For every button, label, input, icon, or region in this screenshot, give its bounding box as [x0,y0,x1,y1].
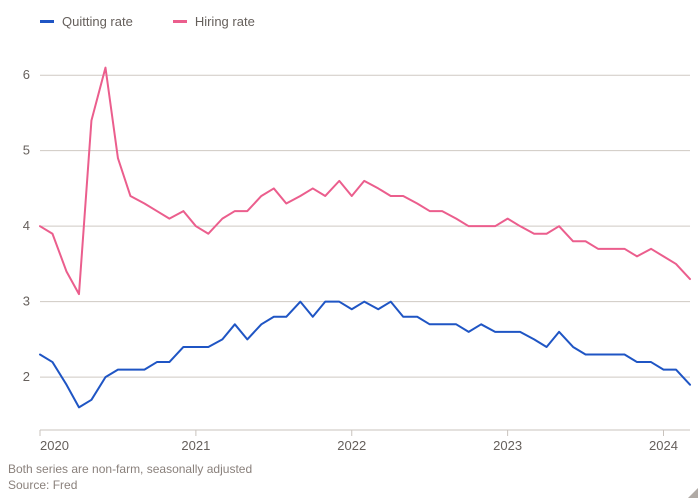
legend-label: Hiring rate [195,14,255,29]
y-axis-label: 2 [23,369,30,384]
legend-swatch [40,20,54,23]
y-axis-label: 3 [23,294,30,309]
x-axis-label: 2020 [40,438,69,453]
legend-label: Quitting rate [62,14,133,29]
legend-item: Hiring rate [173,14,255,29]
x-axis-label: 2023 [493,438,522,453]
chart: Quitting rate Hiring rate 2 3 4 5 6 2020 2021 20… [0,0,700,500]
y-axis-label: 5 [23,143,30,158]
resize-handle-icon[interactable] [688,488,698,498]
source-text: Source: Fred [8,478,77,492]
legend-swatch [173,20,187,23]
y-axis-label: 6 [23,67,30,82]
footnote-text: Both series are non-farm, seasonally adj… [8,462,252,476]
legend-item: Quitting rate [40,14,133,29]
x-axis-label: 2021 [181,438,210,453]
series-line-0 [40,302,690,408]
series-line-1 [40,68,690,294]
y-axis-label: 4 [23,218,30,233]
x-axis-label: 2024 [649,438,678,453]
plot-area: 2 3 4 5 6 2020 2021 2022 2023 2024 [0,0,700,460]
x-axis-label: 2022 [337,438,366,453]
legend: Quitting rate Hiring rate [40,14,255,29]
